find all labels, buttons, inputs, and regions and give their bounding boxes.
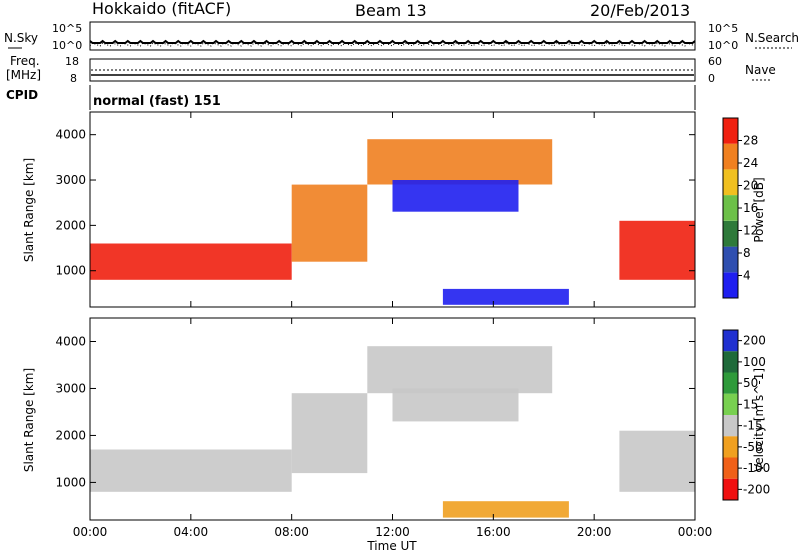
colorbar-tick-label: 20 bbox=[743, 179, 758, 193]
y-tick-label: 2000 bbox=[55, 218, 86, 232]
velocity-panel: 1000 2000 3000 4000 Slant Range [km] bbox=[22, 317, 696, 521]
colorbar-tick-label: 15 bbox=[743, 397, 758, 411]
y-tick-label: 2000 bbox=[55, 428, 86, 442]
x-axis-label: Time UT bbox=[366, 539, 417, 553]
region-upper-echo-band bbox=[367, 346, 553, 394]
region-rising-echo-band bbox=[291, 393, 368, 474]
colorbar-tick-label: 16 bbox=[743, 201, 758, 215]
noise-left-label: N.Sky bbox=[4, 31, 38, 45]
x-axis-ticks: 00:00 04:00 08:00 12:00 16:00 20:00 00:00 bbox=[73, 112, 713, 539]
x-tick-label: 00:00 bbox=[678, 525, 713, 539]
y-tick-label: 3000 bbox=[55, 381, 86, 395]
colorbar-tick-label: 8 bbox=[743, 246, 751, 260]
colorbar-swatch bbox=[723, 351, 738, 373]
beam-title: Beam 13 bbox=[355, 1, 427, 20]
y-tick-label: 4000 bbox=[55, 128, 86, 142]
y-tick-label: 3000 bbox=[55, 173, 86, 187]
noise-sky-trace bbox=[89, 39, 696, 44]
colorbar-swatch bbox=[723, 415, 738, 437]
x-tick-label: 00:00 bbox=[73, 525, 108, 539]
y-tick-label: 1000 bbox=[55, 264, 86, 278]
noise-right-label: N.Search bbox=[745, 31, 799, 45]
freq-panel: Freq. [MHz] 18 8 60 0 Nave bbox=[6, 54, 776, 85]
noise-left-tick-bottom: 10^0 bbox=[52, 39, 82, 52]
velocity-colorbar-label: Velocity [m s^-1] bbox=[752, 368, 766, 472]
colorbar-tick-label: 50 bbox=[743, 376, 758, 390]
freq-right-tick-bottom: 0 bbox=[708, 72, 715, 85]
region-main-echo-band bbox=[90, 449, 292, 492]
noise-left-tick-top: 10^5 bbox=[52, 22, 82, 35]
freq-left-label-2: [MHz] bbox=[6, 68, 41, 82]
region-mid-echo-band bbox=[392, 388, 519, 422]
colorbar-tick-label: -15 bbox=[743, 419, 763, 433]
colorbar-swatch bbox=[723, 457, 738, 479]
colorbar-swatch bbox=[723, 330, 738, 352]
region-ground-scatter bbox=[442, 501, 569, 518]
noise-panel: N.Sky 10^5 10^0 10^5 10^0 N.Search bbox=[4, 21, 799, 52]
colorbar-tick-label: 4 bbox=[743, 269, 751, 283]
colorbar-tick-label: 100 bbox=[743, 355, 766, 369]
power-cells bbox=[90, 139, 695, 305]
power-colorbar-label: Power [dB] bbox=[752, 177, 766, 242]
cpid-text: normal (fast) 151 bbox=[93, 94, 221, 109]
colorbar-swatch bbox=[723, 195, 738, 221]
power-y-ticks: 1000 2000 3000 4000 bbox=[55, 128, 695, 278]
x-tick-label: 20:00 bbox=[577, 525, 612, 539]
velocity-cells bbox=[90, 346, 695, 518]
colorbar-tick-label: 28 bbox=[743, 134, 758, 148]
colorbar-tick-label: 12 bbox=[743, 224, 758, 238]
colorbar-swatch bbox=[723, 169, 738, 196]
freq-left-tick-top: 18 bbox=[65, 55, 79, 68]
y-tick-label: 4000 bbox=[55, 334, 86, 348]
power-colorbar: 4 8 12 16 20 24 28 bbox=[722, 117, 758, 299]
colorbar-swatch bbox=[723, 478, 738, 501]
colorbar-tick-label: 200 bbox=[743, 334, 766, 348]
region-mid-echo-band bbox=[392, 180, 519, 212]
power-y-label: Slant Range [km] bbox=[22, 158, 36, 262]
colorbar-swatch bbox=[723, 436, 738, 458]
colorbar-swatch bbox=[723, 246, 738, 273]
colorbar-swatch bbox=[723, 220, 738, 247]
freq-left-tick-bottom: 8 bbox=[70, 72, 77, 85]
cpid-label: CPID bbox=[6, 88, 38, 102]
x-tick-label: 04:00 bbox=[174, 525, 209, 539]
freq-panel-frame bbox=[89, 58, 696, 82]
colorbar-swatch bbox=[723, 393, 738, 416]
colorbar-tick-label: 24 bbox=[743, 156, 758, 170]
region-rising-echo-band bbox=[291, 184, 368, 262]
x-tick-label: 16:00 bbox=[476, 525, 511, 539]
freq-right-label: Nave bbox=[745, 63, 776, 77]
region-main-echo-band bbox=[90, 243, 292, 280]
noise-right-tick-bottom: 10^0 bbox=[708, 39, 738, 52]
region-evening-echo-band bbox=[619, 220, 695, 280]
colorbar-frame bbox=[722, 329, 739, 501]
colorbar-tick-label: -100 bbox=[743, 461, 770, 475]
velocity-y-label: Slant Range [km] bbox=[22, 368, 36, 472]
date-title: 20/Feb/2013 bbox=[590, 1, 690, 20]
noise-right-tick-top: 10^5 bbox=[708, 22, 738, 35]
x-tick-label: 08:00 bbox=[274, 525, 309, 539]
velocity-colorbar: 200 100 50 15 -15 -50 -100 -200 bbox=[722, 329, 770, 501]
velocity-y-ticks: 1000 2000 3000 4000 bbox=[55, 334, 695, 489]
colorbar-tick-label: -50 bbox=[743, 440, 763, 454]
colorbar-tick-label: -200 bbox=[743, 482, 770, 496]
colorbar-swatch bbox=[723, 118, 738, 144]
x-tick-label: 12:00 bbox=[375, 525, 410, 539]
colorbar-swatch bbox=[723, 372, 738, 394]
region-upper-echo-band bbox=[367, 139, 553, 185]
noise-search-trace bbox=[89, 42, 696, 47]
station-title: Hokkaido (fitACF) bbox=[92, 0, 231, 18]
region-evening-echo-band bbox=[619, 430, 695, 492]
power-panel: 1000 2000 3000 4000 Slant Range [km] bbox=[22, 111, 696, 308]
region-ground-scatter bbox=[442, 288, 569, 305]
colorbar-swatch bbox=[723, 272, 738, 298]
freq-right-tick-top: 60 bbox=[708, 55, 722, 68]
y-tick-label: 1000 bbox=[55, 475, 86, 489]
colorbar-swatch bbox=[723, 143, 738, 170]
freq-left-label-1: Freq. bbox=[10, 54, 40, 68]
noise-panel-frame bbox=[89, 21, 696, 51]
